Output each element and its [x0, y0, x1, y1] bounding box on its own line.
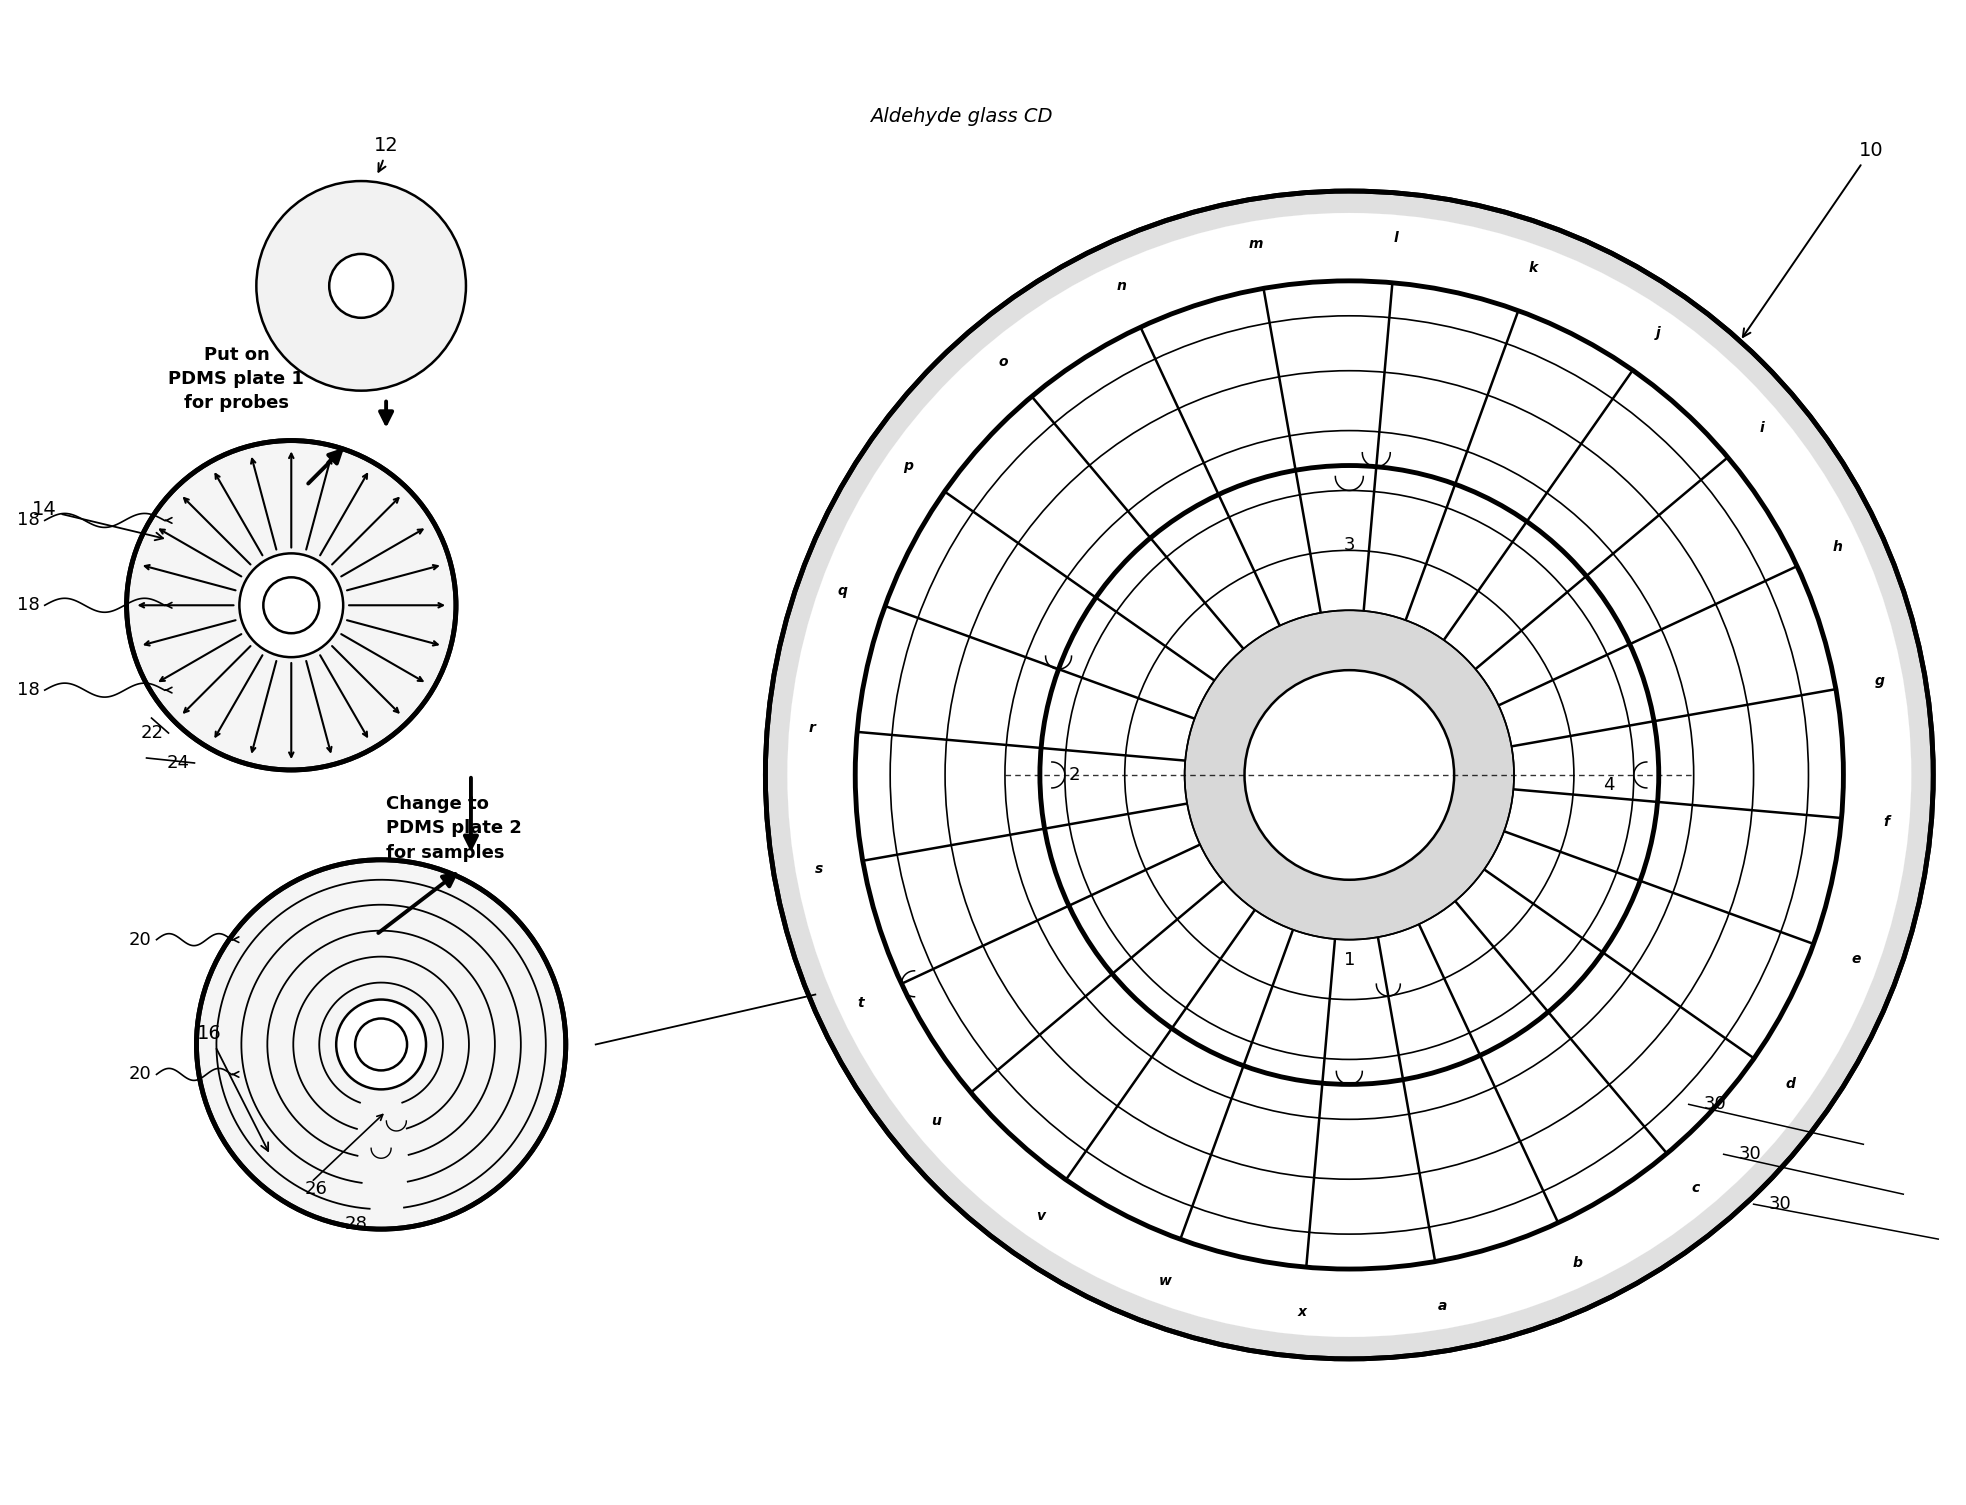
Circle shape	[126, 441, 456, 771]
Text: e: e	[1852, 953, 1860, 966]
Text: l: l	[1394, 230, 1398, 245]
Text: r: r	[808, 721, 816, 734]
Text: 2: 2	[1070, 766, 1081, 784]
Text: t: t	[857, 996, 865, 1010]
Text: 4: 4	[1602, 777, 1614, 795]
Text: g: g	[1876, 674, 1885, 688]
Text: 18: 18	[18, 596, 39, 614]
Text: Put on
PDMS plate 1
for probes: Put on PDMS plate 1 for probes	[169, 346, 305, 412]
Text: 22: 22	[140, 724, 163, 742]
Text: p: p	[902, 459, 912, 473]
Circle shape	[256, 181, 466, 391]
Text: 30: 30	[1769, 1195, 1791, 1213]
Text: a: a	[1439, 1299, 1447, 1312]
Text: k: k	[1530, 262, 1537, 275]
Circle shape	[328, 254, 393, 318]
Text: 16: 16	[197, 1025, 267, 1151]
Text: 12: 12	[374, 135, 399, 172]
Text: m: m	[1248, 238, 1262, 251]
Text: 28: 28	[344, 1215, 368, 1233]
Text: 18: 18	[18, 682, 39, 700]
Text: v: v	[1036, 1210, 1044, 1224]
Text: o: o	[999, 355, 1009, 369]
Text: 20: 20	[130, 1066, 151, 1084]
Text: 14: 14	[31, 501, 163, 540]
Text: q: q	[838, 584, 847, 597]
Text: d: d	[1785, 1078, 1795, 1091]
Text: c: c	[1691, 1181, 1701, 1195]
Circle shape	[240, 554, 344, 658]
Text: 26: 26	[305, 1180, 328, 1198]
Text: f: f	[1883, 814, 1889, 829]
Text: s: s	[814, 861, 822, 876]
Text: Aldehyde glass CD: Aldehyde glass CD	[871, 107, 1052, 126]
Text: 3: 3	[1343, 536, 1355, 554]
Text: 30: 30	[1738, 1145, 1762, 1163]
Circle shape	[197, 859, 566, 1230]
Circle shape	[1185, 610, 1514, 939]
Circle shape	[1244, 670, 1455, 880]
Text: x: x	[1298, 1305, 1307, 1318]
Text: u: u	[932, 1114, 942, 1129]
Circle shape	[356, 1019, 407, 1070]
Circle shape	[336, 999, 427, 1090]
Text: i: i	[1760, 421, 1765, 435]
Text: b: b	[1573, 1257, 1583, 1270]
Text: 24: 24	[167, 754, 189, 772]
Text: n: n	[1117, 280, 1127, 293]
Text: 1: 1	[1343, 951, 1355, 969]
Text: h: h	[1832, 540, 1842, 554]
Circle shape	[765, 191, 1933, 1359]
Text: w: w	[1158, 1275, 1172, 1288]
Text: 30: 30	[1705, 1096, 1726, 1114]
Circle shape	[263, 578, 318, 634]
Text: j: j	[1655, 327, 1661, 340]
Text: 10: 10	[1742, 141, 1883, 337]
Text: Change to
PDMS plate 2
for samples: Change to PDMS plate 2 for samples	[385, 795, 523, 861]
Text: 20: 20	[130, 930, 151, 948]
Circle shape	[786, 214, 1911, 1336]
Text: 18: 18	[18, 512, 39, 530]
